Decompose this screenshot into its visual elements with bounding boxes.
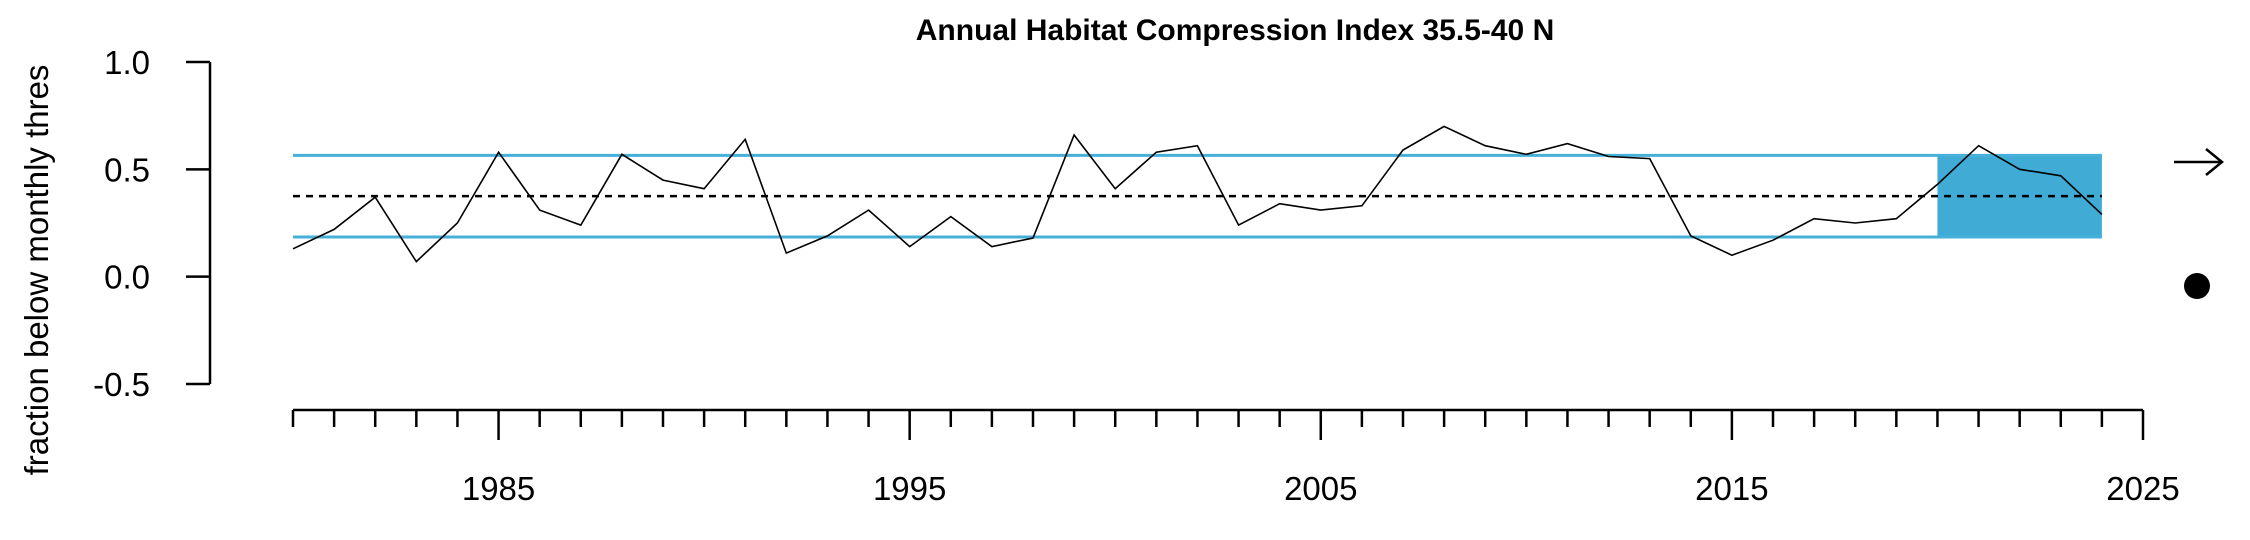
x-tick-label: 1995 (873, 470, 946, 507)
x-axis: 1985 1995 2005 2015 2025 (291, 408, 2180, 507)
trend-indicators (2174, 148, 2224, 299)
arrow-part (2205, 148, 2224, 176)
y-axis-label: fraction below monthly thres (18, 65, 55, 476)
y-axis-label-group: fraction below monthly thres (18, 65, 55, 476)
y-tick-label: -0.5 (93, 366, 150, 403)
chart-title-group: Annual Habitat Compression Index 35.5-40… (916, 14, 1554, 47)
y-tick-label: 0.5 (104, 151, 150, 188)
y-tick-label: 0.0 (104, 259, 150, 296)
y-tick-label: 1.0 (104, 44, 150, 81)
y-axis: -0.5 0.0 0.5 1.0 (93, 44, 212, 403)
filled-circle-icon (2184, 273, 2210, 299)
series-line (292, 125, 2103, 263)
x-tick-label: 2005 (1284, 470, 1357, 507)
plot-area (292, 125, 2103, 263)
right-arrow-icon (2174, 148, 2224, 176)
x-tick-label: 2025 (2106, 470, 2179, 507)
chart-title: Annual Habitat Compression Index 35.5-40… (916, 14, 1554, 47)
x-tick-label: 1985 (462, 470, 535, 507)
x-tick-label: 2015 (1695, 470, 1768, 507)
